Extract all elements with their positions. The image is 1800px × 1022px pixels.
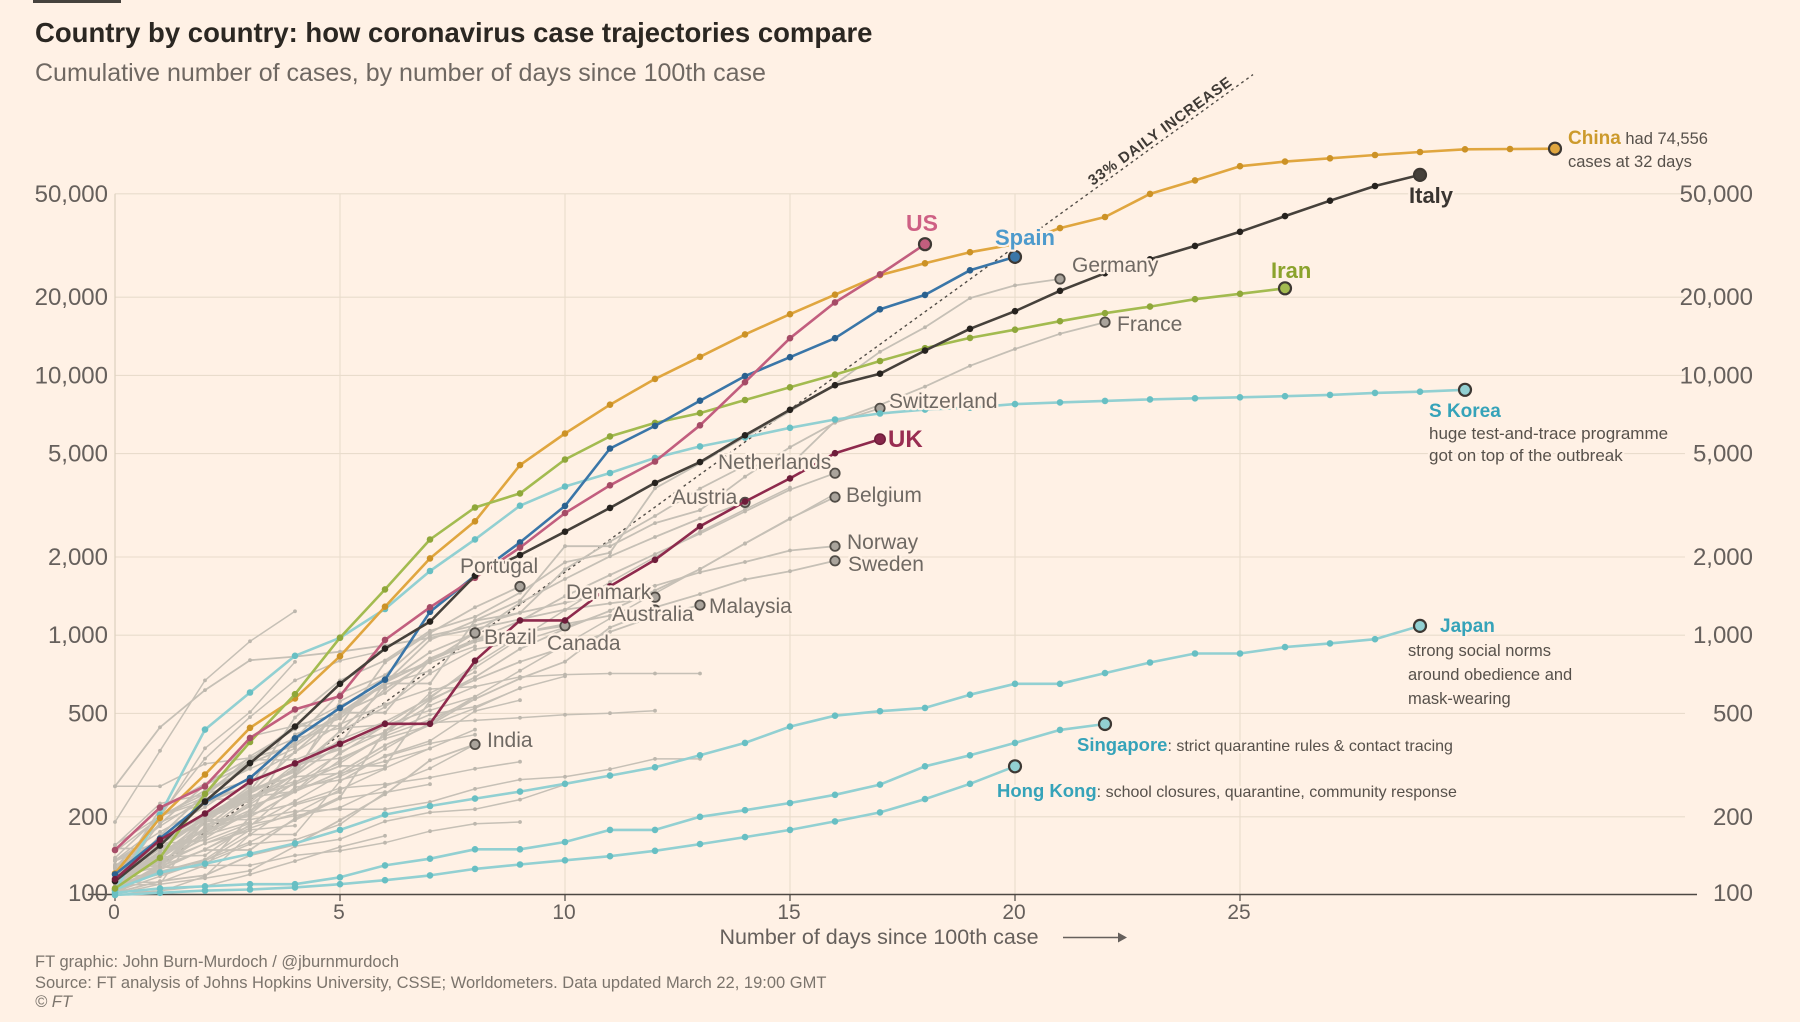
svg-text:Australia: Australia	[612, 603, 694, 626]
svg-text:500: 500	[1713, 700, 1753, 727]
svg-text:5: 5	[333, 901, 345, 924]
svg-text:Austria: Austria	[672, 486, 738, 509]
svg-text:Source: FT analysis of Johns H: Source: FT analysis of Johns Hopkins Uni…	[35, 974, 826, 992]
svg-text:© FT: © FT	[35, 993, 74, 1011]
svg-text:Country by country: how corona: Country by country: how coronavirus case…	[35, 17, 872, 48]
svg-text:Number of days since 100th cas: Number of days since 100th case	[719, 925, 1038, 949]
svg-text:Denmark: Denmark	[566, 581, 652, 604]
svg-text:Singapore: strict quarantine r: Singapore: strict quarantine rules & con…	[1077, 734, 1453, 755]
svg-text:100: 100	[1713, 880, 1753, 907]
svg-text:FT graphic: John Burn-Murdoch: FT graphic: John Burn-Murdoch / @jburnmu…	[35, 953, 399, 971]
svg-text:500: 500	[68, 700, 108, 727]
svg-text:Germany: Germany	[1072, 254, 1159, 277]
svg-text:Portugal: Portugal	[460, 555, 538, 578]
svg-text:5,000: 5,000	[48, 441, 108, 468]
svg-text:UK: UK	[888, 426, 923, 453]
svg-text:1,000: 1,000	[48, 622, 108, 649]
svg-text:Norway: Norway	[847, 531, 919, 554]
svg-text:Malaysia: Malaysia	[709, 595, 792, 618]
svg-text:20,000: 20,000	[35, 284, 108, 311]
svg-text:10,000: 10,000	[1680, 362, 1753, 389]
svg-text:25: 25	[1227, 901, 1250, 924]
svg-text:Spain: Spain	[995, 225, 1055, 250]
svg-text:0: 0	[108, 901, 120, 924]
svg-text:Japan: Japan	[1440, 616, 1495, 637]
svg-text:S Korea: S Korea	[1429, 401, 1501, 422]
svg-text:1,000: 1,000	[1693, 622, 1753, 649]
svg-text:Belgium: Belgium	[846, 484, 922, 507]
svg-text:around obedience and: around obedience and	[1408, 666, 1572, 684]
svg-text:50,000: 50,000	[35, 181, 108, 208]
svg-text:2,000: 2,000	[48, 544, 108, 571]
svg-text:strong social norms: strong social norms	[1408, 642, 1551, 660]
svg-text:China had 74,556: China had 74,556	[1568, 128, 1708, 149]
svg-text:5,000: 5,000	[1693, 441, 1753, 468]
svg-text:Canada: Canada	[547, 632, 621, 655]
svg-text:200: 200	[68, 804, 108, 831]
svg-text:Iran: Iran	[1271, 258, 1311, 283]
svg-text:cases at 32 days: cases at 32 days	[1568, 153, 1692, 171]
svg-text:100: 100	[68, 880, 108, 907]
svg-text:Switzerland: Switzerland	[889, 390, 998, 413]
svg-text:US: US	[906, 210, 938, 236]
svg-text:20,000: 20,000	[1680, 284, 1753, 311]
svg-text:20: 20	[1002, 901, 1025, 924]
svg-text:Cumulative number of cases, by: Cumulative number of cases, by number of…	[35, 59, 766, 87]
svg-text:2,000: 2,000	[1693, 544, 1753, 571]
svg-text:got on top of the outbreak: got on top of the outbreak	[1429, 446, 1623, 465]
svg-text:200: 200	[1713, 804, 1753, 831]
svg-text:France: France	[1117, 313, 1182, 336]
svg-text:Brazil: Brazil	[484, 626, 537, 649]
svg-text:Sweden: Sweden	[848, 553, 924, 576]
svg-text:10: 10	[552, 901, 575, 924]
svg-text:10,000: 10,000	[35, 362, 108, 389]
svg-text:huge test-and-trace programme: huge test-and-trace programme	[1429, 424, 1668, 443]
svg-text:15: 15	[777, 901, 800, 924]
svg-text:India: India	[487, 729, 533, 752]
svg-text:Hong Kong: school closures, qu: Hong Kong: school closures, quarantine, …	[997, 780, 1457, 801]
svg-text:Netherlands: Netherlands	[718, 451, 831, 474]
svg-text:50,000: 50,000	[1680, 181, 1753, 208]
svg-text:mask-wearing: mask-wearing	[1408, 690, 1511, 708]
svg-text:Italy: Italy	[1409, 183, 1454, 208]
